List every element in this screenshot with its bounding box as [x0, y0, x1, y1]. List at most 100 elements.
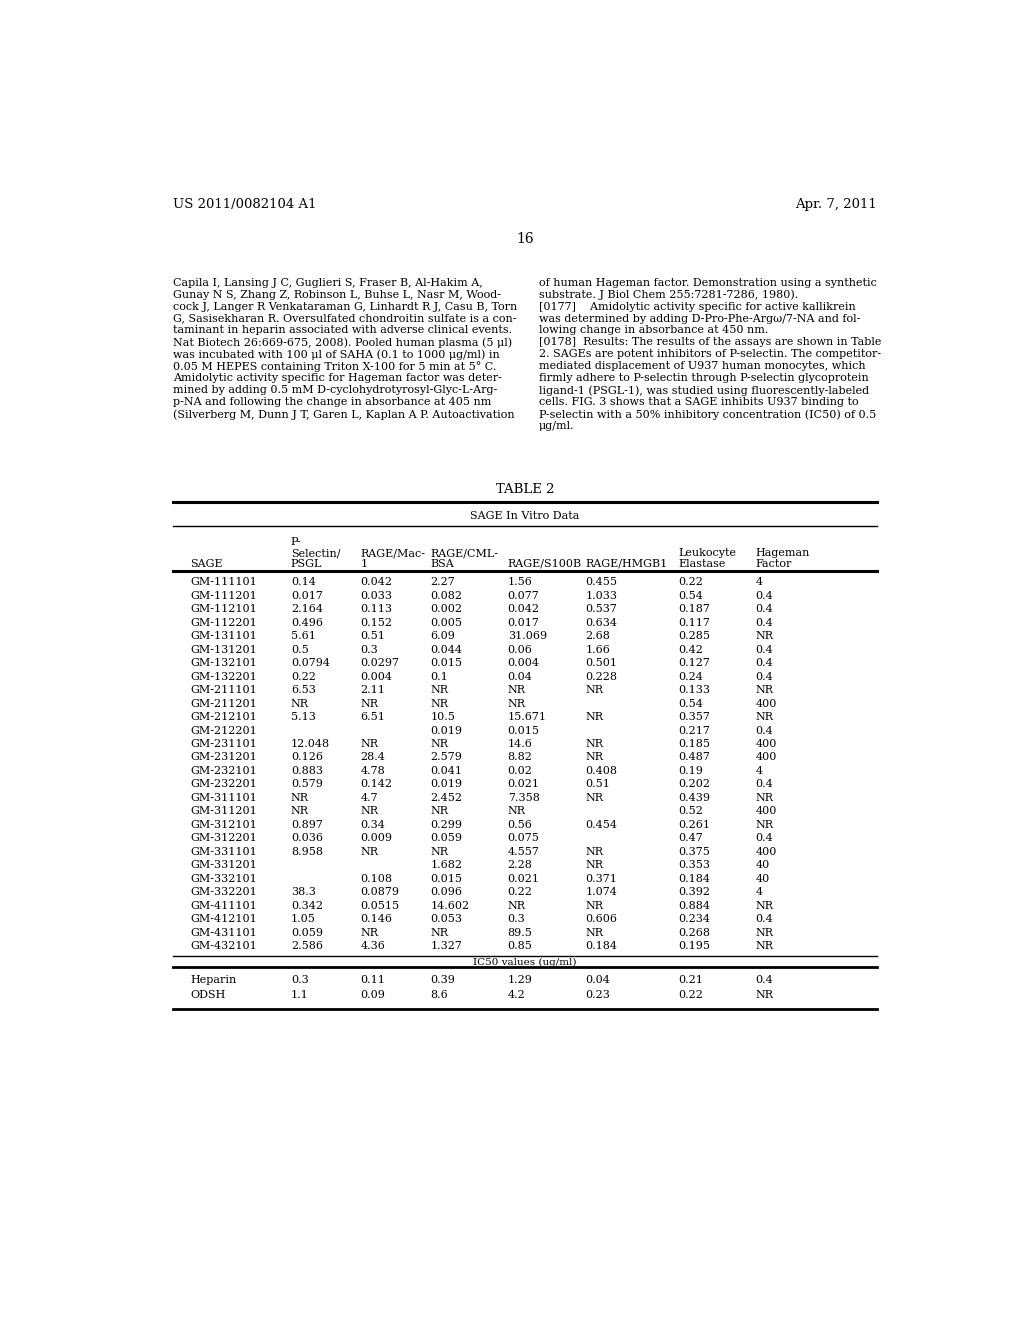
- Text: 0.4: 0.4: [756, 605, 773, 614]
- Text: NR: NR: [586, 739, 603, 748]
- Text: 0.019: 0.019: [430, 726, 462, 735]
- Text: 0.195: 0.195: [678, 941, 711, 952]
- Text: 0.075: 0.075: [508, 833, 540, 843]
- Text: Leukocyte: Leukocyte: [678, 548, 736, 558]
- Text: 400: 400: [756, 698, 777, 709]
- Text: 400: 400: [756, 807, 777, 816]
- Text: 0.0794: 0.0794: [291, 659, 330, 668]
- Text: 0.56: 0.56: [508, 820, 532, 830]
- Text: [0177]    Amidolytic activity specific for active kallikrein: [0177] Amidolytic activity specific for …: [539, 302, 855, 312]
- Text: 0.4: 0.4: [756, 659, 773, 668]
- Text: NR: NR: [291, 807, 309, 816]
- Text: NR: NR: [430, 698, 449, 709]
- Text: Gunay N S, Zhang Z, Robinson L, Buhse L, Nasr M, Wood-: Gunay N S, Zhang Z, Robinson L, Buhse L,…: [173, 289, 501, 300]
- Text: 0.004: 0.004: [360, 672, 392, 681]
- Text: 0.5: 0.5: [291, 644, 308, 655]
- Text: RAGE/CML-: RAGE/CML-: [430, 548, 499, 558]
- Text: 10.5: 10.5: [430, 711, 455, 722]
- Text: GM-231101: GM-231101: [190, 739, 257, 748]
- Text: NR: NR: [430, 807, 449, 816]
- Text: 0.02: 0.02: [508, 766, 532, 776]
- Text: GM-111201: GM-111201: [190, 591, 257, 601]
- Text: 0.23: 0.23: [586, 990, 610, 1001]
- Text: 8.6: 8.6: [430, 990, 449, 1001]
- Text: 0.342: 0.342: [291, 900, 323, 911]
- Text: NR: NR: [586, 793, 603, 803]
- Text: 0.537: 0.537: [586, 605, 617, 614]
- Text: NR: NR: [756, 928, 774, 937]
- Text: GM-311101: GM-311101: [190, 793, 257, 803]
- Text: 0.019: 0.019: [430, 779, 462, 789]
- Text: 0.184: 0.184: [678, 874, 711, 883]
- Text: 0.009: 0.009: [360, 833, 392, 843]
- Text: 28.4: 28.4: [360, 752, 385, 763]
- Text: GM-212101: GM-212101: [190, 711, 257, 722]
- Text: 0.606: 0.606: [586, 915, 617, 924]
- Text: 4.7: 4.7: [360, 793, 378, 803]
- Text: GM-331101: GM-331101: [190, 847, 257, 857]
- Text: 0.408: 0.408: [586, 766, 617, 776]
- Text: 2. SAGEs are potent inhibitors of P-selectin. The competitor-: 2. SAGEs are potent inhibitors of P-sele…: [539, 350, 881, 359]
- Text: 0.0515: 0.0515: [360, 900, 399, 911]
- Text: (Silverberg M, Dunn J T, Garen L, Kaplan A P. Autoactivation: (Silverberg M, Dunn J T, Garen L, Kaplan…: [173, 409, 515, 420]
- Text: NR: NR: [508, 807, 525, 816]
- Text: 0.4: 0.4: [756, 618, 773, 628]
- Text: 0.14: 0.14: [291, 577, 315, 587]
- Text: 0.126: 0.126: [291, 752, 323, 763]
- Text: 0.375: 0.375: [678, 847, 710, 857]
- Text: RAGE/Mac-: RAGE/Mac-: [360, 548, 426, 558]
- Text: ODSH: ODSH: [190, 990, 225, 1001]
- Text: NR: NR: [291, 698, 309, 709]
- Text: mined by adding 0.5 mM D-cyclohydrotyrosyl-Glyc-L-Arg-: mined by adding 0.5 mM D-cyclohydrotyros…: [173, 385, 498, 395]
- Text: GM-312101: GM-312101: [190, 820, 257, 830]
- Text: 1.29: 1.29: [508, 974, 532, 985]
- Text: NR: NR: [756, 990, 774, 1001]
- Text: 0.002: 0.002: [430, 605, 462, 614]
- Text: 0.05 M HEPES containing Triton X-100 for 5 min at 5° C.: 0.05 M HEPES containing Triton X-100 for…: [173, 362, 497, 372]
- Text: substrate. J Biol Chem 255:7281-7286, 1980).: substrate. J Biol Chem 255:7281-7286, 19…: [539, 289, 798, 300]
- Text: 2.68: 2.68: [586, 631, 610, 642]
- Text: 6.51: 6.51: [360, 711, 385, 722]
- Text: NR: NR: [756, 793, 774, 803]
- Text: was incubated with 100 μl of SAHA (0.1 to 1000 μg/ml) in: was incubated with 100 μl of SAHA (0.1 t…: [173, 350, 500, 360]
- Text: cells. FIG. 3 shows that a SAGE inhibits U937 binding to: cells. FIG. 3 shows that a SAGE inhibits…: [539, 397, 858, 407]
- Text: 0.09: 0.09: [360, 990, 385, 1001]
- Text: 5.61: 5.61: [291, 631, 315, 642]
- Text: 0.371: 0.371: [586, 874, 617, 883]
- Text: taminant in heparin associated with adverse clinical events.: taminant in heparin associated with adve…: [173, 326, 512, 335]
- Text: 0.634: 0.634: [586, 618, 617, 628]
- Text: 0.0297: 0.0297: [360, 659, 399, 668]
- Text: 31.069: 31.069: [508, 631, 547, 642]
- Text: GM-432101: GM-432101: [190, 941, 257, 952]
- Text: P-: P-: [291, 537, 301, 548]
- Text: 0.455: 0.455: [586, 577, 617, 587]
- Text: 0.392: 0.392: [678, 887, 711, 898]
- Text: 0.884: 0.884: [678, 900, 711, 911]
- Text: 0.059: 0.059: [291, 928, 323, 937]
- Text: 4.78: 4.78: [360, 766, 385, 776]
- Text: 0.22: 0.22: [678, 577, 703, 587]
- Text: NR: NR: [360, 807, 379, 816]
- Text: 0.033: 0.033: [360, 591, 392, 601]
- Text: 0.021: 0.021: [508, 874, 540, 883]
- Text: 0.185: 0.185: [678, 739, 711, 748]
- Text: NR: NR: [430, 739, 449, 748]
- Text: 16: 16: [516, 231, 534, 246]
- Text: 1.1: 1.1: [291, 990, 308, 1001]
- Text: 0.184: 0.184: [586, 941, 617, 952]
- Text: NR: NR: [586, 685, 603, 696]
- Text: 0.22: 0.22: [508, 887, 532, 898]
- Text: 0.42: 0.42: [678, 644, 703, 655]
- Text: 0.117: 0.117: [678, 618, 710, 628]
- Text: 40: 40: [756, 874, 770, 883]
- Text: Elastase: Elastase: [678, 558, 726, 569]
- Text: 0.082: 0.082: [430, 591, 462, 601]
- Text: 0.353: 0.353: [678, 861, 711, 870]
- Text: 1.074: 1.074: [586, 887, 617, 898]
- Text: 0.487: 0.487: [678, 752, 710, 763]
- Text: 1.66: 1.66: [586, 644, 610, 655]
- Text: GM-131101: GM-131101: [190, 631, 257, 642]
- Text: 0.11: 0.11: [360, 974, 385, 985]
- Text: 2.164: 2.164: [291, 605, 323, 614]
- Text: 400: 400: [756, 739, 777, 748]
